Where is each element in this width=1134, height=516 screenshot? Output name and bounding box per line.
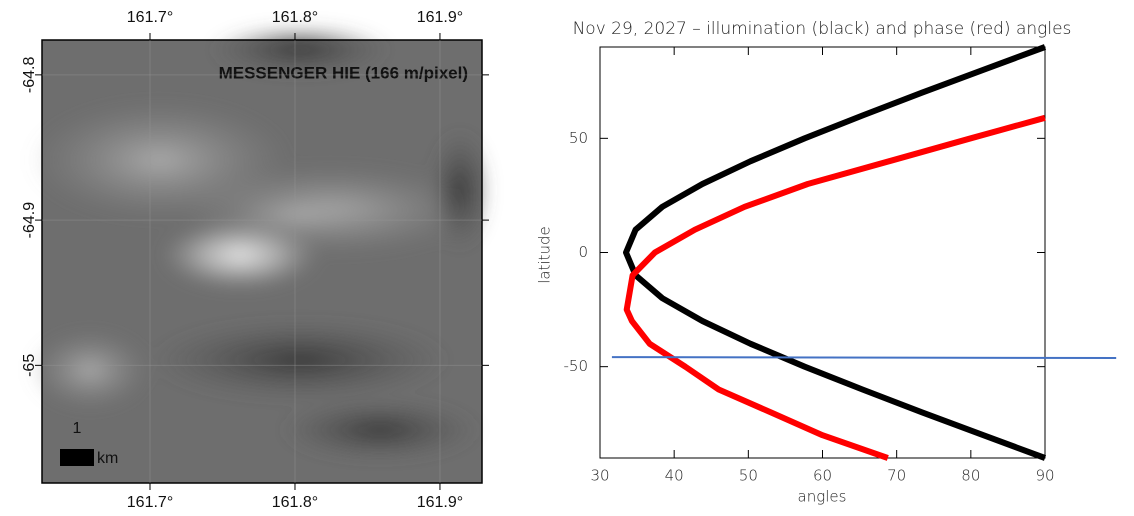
x-axis-label: angles [798, 488, 847, 506]
x-tick-label: 161.8° [272, 494, 318, 511]
x-tick-label: 30 [590, 467, 609, 485]
map-title: MESSENGER HIE (166 m/pixel) [219, 63, 468, 82]
x-tick-label: 161.9° [417, 9, 463, 26]
map-panel: MESSENGER HIE (166 m/pixel) 1 km 161.7° 1… [21, 9, 490, 511]
y-tick-label: -64.9 [21, 202, 38, 239]
x-tick-label: 161.7° [127, 9, 173, 26]
plot-panel: Nov 29, 2027 – illumination (black) and … [536, 19, 1117, 506]
x-tick-label: 80 [961, 467, 980, 485]
y-tick-label: 50 [569, 129, 588, 147]
plot-frame [599, 46, 1046, 459]
scale-bar [60, 449, 94, 466]
y-tick-label: -50 [564, 357, 589, 375]
x-tick-label: 161.8° [272, 9, 318, 26]
x-tick-label: 161.7° [127, 494, 173, 511]
y-tick-label: 0 [578, 243, 588, 261]
x-tick-label: 40 [665, 467, 684, 485]
x-tick-label: 60 [813, 467, 832, 485]
series-line [623, 114, 1046, 461]
series-line [623, 44, 1047, 461]
series-line [611, 356, 1117, 359]
x-tick-label: 161.9° [417, 494, 463, 511]
x-tick-label: 90 [1035, 467, 1054, 485]
y-tick-label: -64.8 [21, 57, 38, 94]
map-image [30, 25, 490, 483]
map-frame [41, 39, 483, 484]
y-tick-label: -65 [21, 354, 38, 377]
x-tick-label: 70 [887, 467, 906, 485]
scale-value: 1 [73, 420, 82, 437]
x-tick-label: 50 [739, 467, 758, 485]
chart-title: Nov 29, 2027 – illumination (black) and … [573, 19, 1072, 39]
scale-unit: km [97, 450, 118, 467]
y-axis-label: latitude [536, 226, 554, 284]
